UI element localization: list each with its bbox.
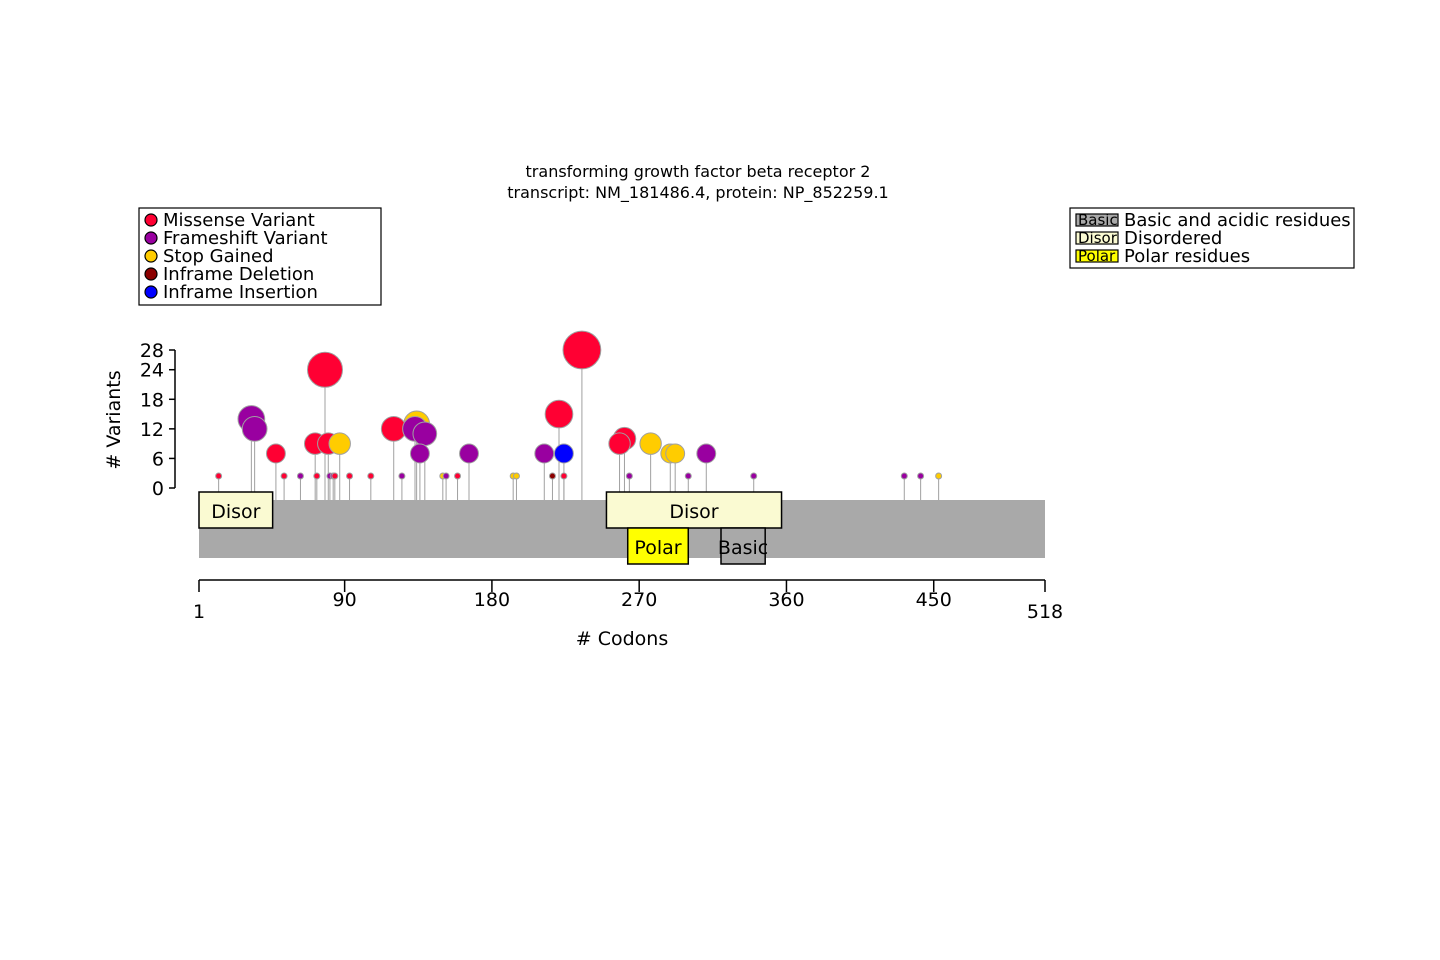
domain-label: Basic xyxy=(718,537,768,559)
variant-head-missense xyxy=(313,472,321,480)
domain-label: Disor xyxy=(211,501,260,523)
variant-legend-frame xyxy=(138,207,382,306)
legend-label-indel_del: Inframe Deletion xyxy=(163,264,314,285)
x-tick-label: 270 xyxy=(621,589,657,611)
domain-legend-swatch xyxy=(1075,249,1119,263)
y-tick-label: 28 xyxy=(140,340,164,362)
x-tick-label: 90 xyxy=(333,589,357,611)
legend-marker-indel_ins xyxy=(144,285,158,299)
domain-label: Disor xyxy=(669,501,718,523)
domain-legend-abbr: Basic xyxy=(1078,211,1118,229)
chart-subtitle: transcript: NM_181486.4, protein: NP_852… xyxy=(507,183,888,203)
legend-label-frameshift: Frameshift Variant xyxy=(163,228,328,249)
domain-legend-abbr: Polar xyxy=(1078,247,1116,265)
legend-marker-stop xyxy=(144,249,158,263)
variant-head-missense xyxy=(544,399,574,429)
y-tick-label: 0 xyxy=(152,478,164,500)
variant-head-frameshift xyxy=(442,472,450,480)
domain-box xyxy=(605,491,783,529)
variant-head-frameshift xyxy=(534,443,555,464)
variant-head-stop xyxy=(639,432,662,455)
domain-legend: Basic Basic and acidic residues Disor Disor… xyxy=(1069,207,1355,269)
domain-legend-label: Polar residues xyxy=(1124,246,1250,267)
domain-box xyxy=(626,527,690,565)
variant-head-missense xyxy=(367,472,375,480)
variant-head-missense xyxy=(307,351,343,388)
variant-head-frameshift xyxy=(750,472,758,480)
variant-head-missense xyxy=(608,432,631,455)
protein-track: Disor Disor Polar Basic xyxy=(198,491,1045,565)
variant-head-missense xyxy=(346,472,354,480)
x-tick-label: 450 xyxy=(916,589,952,611)
legend-label-missense: Missense Variant xyxy=(163,210,315,231)
x-tick-label: 1 xyxy=(193,601,205,623)
variant-head-frameshift xyxy=(409,443,430,464)
variant-head-missense xyxy=(215,472,223,480)
variant-head-frameshift xyxy=(696,443,717,464)
y-axis-label: # Variants xyxy=(103,370,125,469)
chart-title: transforming growth factor beta receptor… xyxy=(526,162,871,181)
variant-head-missense xyxy=(562,330,602,370)
variant-head-frameshift xyxy=(296,472,304,480)
variant-head-frameshift xyxy=(412,421,438,447)
variant-head-indel_ins xyxy=(553,443,574,464)
domain-box xyxy=(720,527,766,565)
variant-head-missense xyxy=(454,472,462,480)
y-tick-label: 24 xyxy=(140,360,164,382)
variant-head-stop xyxy=(512,472,520,480)
legend-marker-missense xyxy=(144,213,158,227)
variant-head-frameshift xyxy=(398,472,406,480)
variant-head-stop xyxy=(328,432,351,455)
variant-head-indel_del xyxy=(548,472,556,480)
domain-box xyxy=(198,491,274,529)
variant-head-frameshift xyxy=(459,443,479,464)
legend-marker-frameshift xyxy=(144,231,158,245)
domain-legend-label: Disordered xyxy=(1124,228,1222,249)
x-tick-label: 518 xyxy=(1027,601,1063,623)
legend-label-indel_ins: Inframe Insertion xyxy=(163,282,318,303)
domain-legend-swatch xyxy=(1075,213,1119,227)
domain-legend-label: Basic and acidic residues xyxy=(1124,210,1351,231)
variant-head-frameshift xyxy=(625,472,633,480)
y-tick-label: 18 xyxy=(140,389,164,411)
domain-legend-swatch xyxy=(1075,231,1119,245)
domain-legend-abbr: Disor xyxy=(1078,229,1118,247)
variant-head-frameshift xyxy=(241,415,268,442)
y-tick-label: 12 xyxy=(140,419,164,441)
variant-head-frameshift xyxy=(917,472,925,480)
x-axis: 1 90 180 270 360 450 518 xyxy=(193,579,1063,623)
x-tick-label: 180 xyxy=(474,589,510,611)
variant-heads xyxy=(215,330,943,480)
legend-label-stop: Stop Gained xyxy=(163,246,274,267)
variant-head-missense xyxy=(280,472,288,480)
variant-head-frameshift xyxy=(684,472,692,480)
y-tick-label: 6 xyxy=(152,448,164,470)
variant-head-stop xyxy=(935,472,943,480)
variant-head-frameshift xyxy=(900,472,908,480)
variant-head-missense xyxy=(560,472,568,480)
domain-label: Polar xyxy=(634,537,681,559)
variant-head-missense xyxy=(265,443,286,464)
x-axis-label: # Codons xyxy=(576,628,668,650)
variant-head-missense xyxy=(331,472,339,480)
x-tick-label: 360 xyxy=(768,589,804,611)
variant-head-stop xyxy=(665,443,686,464)
legend-marker-indel_del xyxy=(144,267,158,281)
